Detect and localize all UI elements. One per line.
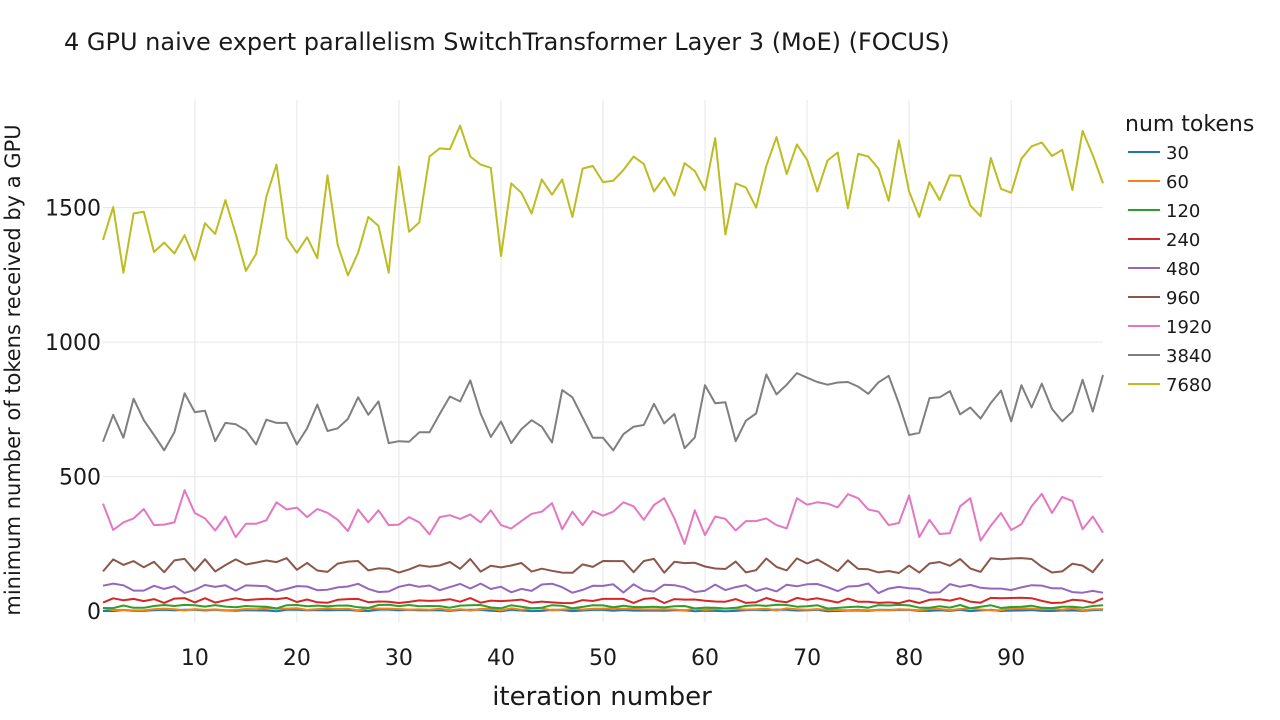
legend-title: num tokens: [1125, 112, 1254, 137]
series-line-120: [102, 603, 1104, 610]
x-axis-title: iteration number: [492, 682, 712, 712]
legend-label-7680: 7680: [1166, 375, 1212, 396]
x-tick-label: 70: [793, 646, 821, 671]
chart-title: 4 GPU naive expert parallelism SwitchTra…: [64, 28, 950, 56]
legend: num tokens 30 60 120 240 480 960 1920 3840 7680: [1125, 112, 1254, 396]
series-lines: [102, 124, 1104, 613]
x-axis-ticks: 10 20 30 40 50 60 70 80 90: [181, 646, 1025, 671]
y-axis-title: minimum number of tokens received by a G…: [1, 124, 25, 615]
y-tick-label: 0: [87, 600, 101, 625]
x-tick-label: 20: [283, 646, 311, 671]
series-line-3840: [102, 372, 1104, 452]
legend-label-1920: 1920: [1166, 317, 1212, 338]
series-line-240: [102, 596, 1104, 605]
legend-label-120: 120: [1166, 201, 1200, 222]
x-tick-label: 60: [691, 646, 719, 671]
series-line-60: [102, 607, 1104, 612]
series-line-30: [102, 608, 1104, 613]
x-tick-label: 40: [487, 646, 515, 671]
series-line-7680: [102, 124, 1104, 277]
y-tick-label: 1500: [45, 197, 101, 222]
x-tick-label: 50: [589, 646, 617, 671]
x-tick-label: 10: [181, 646, 209, 671]
legend-label-60: 60: [1166, 172, 1189, 193]
x-tick-label: 30: [385, 646, 413, 671]
legend-label-960: 960: [1166, 288, 1200, 309]
legend-label-30: 30: [1166, 143, 1189, 164]
grid: [103, 100, 1103, 622]
x-tick-label: 80: [895, 646, 923, 671]
y-tick-label: 500: [59, 466, 101, 491]
legend-label-240: 240: [1166, 230, 1200, 251]
series-line-1920: [102, 489, 1104, 545]
legend-label-480: 480: [1166, 259, 1200, 280]
series-line-480: [102, 582, 1104, 595]
x-tick-label: 90: [997, 646, 1025, 671]
y-tick-label: 1000: [45, 331, 101, 356]
legend-label-3840: 3840: [1166, 346, 1212, 367]
y-axis-ticks: 0 500 1000 1500: [45, 197, 101, 626]
series-line-960: [102, 557, 1104, 574]
